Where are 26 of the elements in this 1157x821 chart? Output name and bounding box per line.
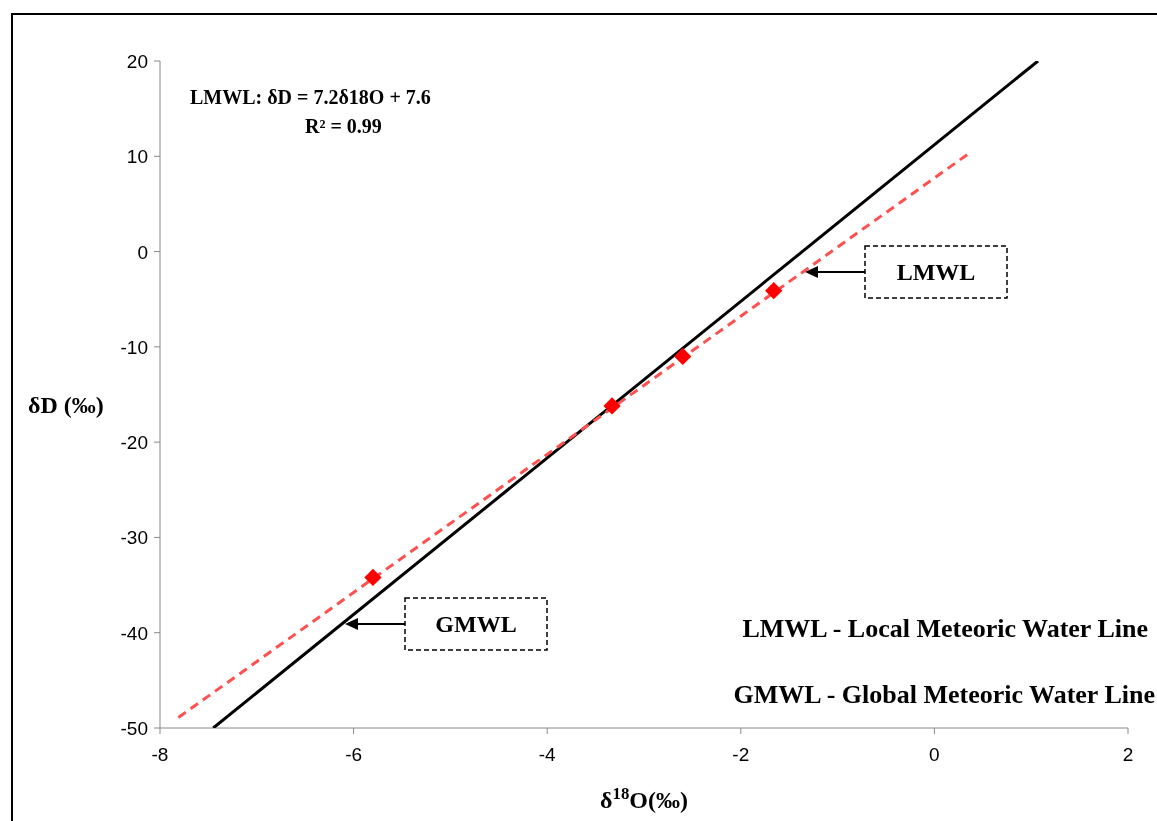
y-tick-label: -20 [120,432,148,454]
x-tick-label: -4 [538,744,557,765]
point [364,568,382,587]
y-tick-label: -50 [120,718,148,739]
point [765,281,783,300]
y-tick-label: -10 [120,336,148,358]
x-tick-label: -6 [345,744,363,765]
x-tick-label: -2 [732,744,750,765]
annotation: GMWL - Global Meteoric Water Line [733,680,1155,709]
point [674,347,692,366]
x-axis-title: δ$^{18}$O(‰) [600,783,688,813]
point [603,397,621,415]
x-tick-label: 2 [1122,744,1134,765]
y-tick-label: -30 [120,527,148,549]
y-tick-label: 10 [126,146,148,168]
y-tick-label: 0 [137,241,148,263]
x-tick-label: -8 [151,744,169,765]
annotation: GMWL [435,611,517,637]
annotation: R² = 0.99 [305,115,382,137]
x-tick-label: 0 [929,744,940,765]
annotation: LMWL - Local Meteoric Water Line [742,614,1148,643]
annotation: LMWL [896,259,976,285]
y-tick-label: 20 [126,51,148,72]
y-axis-title: δD (‰) [28,392,104,418]
y-tick-label: -40 [120,622,148,644]
annotation: LMWL: δD = 7.2δ18O + 7.6 [190,86,431,108]
